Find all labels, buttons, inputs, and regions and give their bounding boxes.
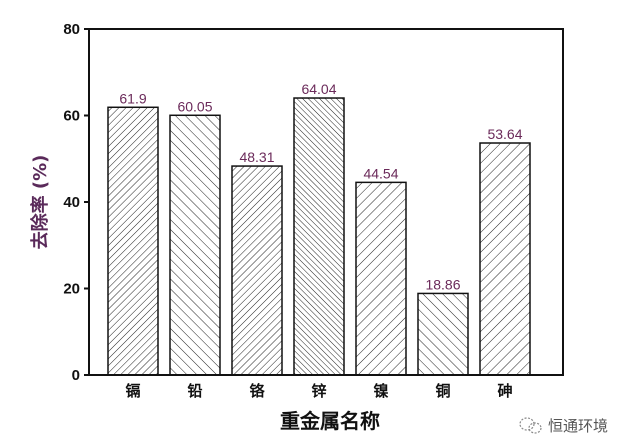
x-tick-label-1: 铅 (187, 382, 202, 400)
bar-6 (479, 142, 531, 376)
y-tick-label-80: 80 (63, 21, 80, 38)
y-tick-label-0: 0 (72, 367, 80, 384)
bar-2 (231, 165, 283, 376)
data-label-6: 53.64 (487, 126, 522, 142)
bar-3 (293, 97, 345, 376)
y-tick-label-20: 20 (63, 281, 80, 298)
data-label-5: 18.86 (425, 276, 460, 292)
x-tick-label-0: 镉 (125, 382, 140, 400)
x-tick-label-6: 砷 (497, 382, 512, 400)
x-axis-label: 重金属名称 (280, 409, 380, 433)
y-axis-label: 去除率 (%) (29, 155, 51, 250)
x-tick-label-4: 镍 (373, 382, 388, 400)
x-tick-label-3: 锌 (311, 382, 326, 400)
bar-1 (169, 114, 221, 376)
bar-0 (107, 106, 159, 376)
bar-4 (355, 181, 407, 376)
data-label-2: 48.31 (239, 149, 274, 165)
data-label-4: 44.54 (363, 165, 398, 181)
x-tick-label-2: 铬 (249, 382, 265, 400)
y-tick-label-60: 60 (63, 108, 80, 125)
wechat-icon (519, 417, 542, 434)
watermark: 恒通环境 (519, 417, 608, 435)
bar-5 (417, 292, 469, 376)
data-label-0: 61.9 (119, 90, 146, 106)
watermark-text: 恒通环境 (548, 417, 608, 435)
x-tick-label-5: 铜 (435, 382, 450, 400)
data-label-3: 64.04 (301, 81, 336, 97)
data-label-1: 60.05 (177, 98, 212, 114)
y-tick-label-40: 40 (63, 194, 80, 211)
